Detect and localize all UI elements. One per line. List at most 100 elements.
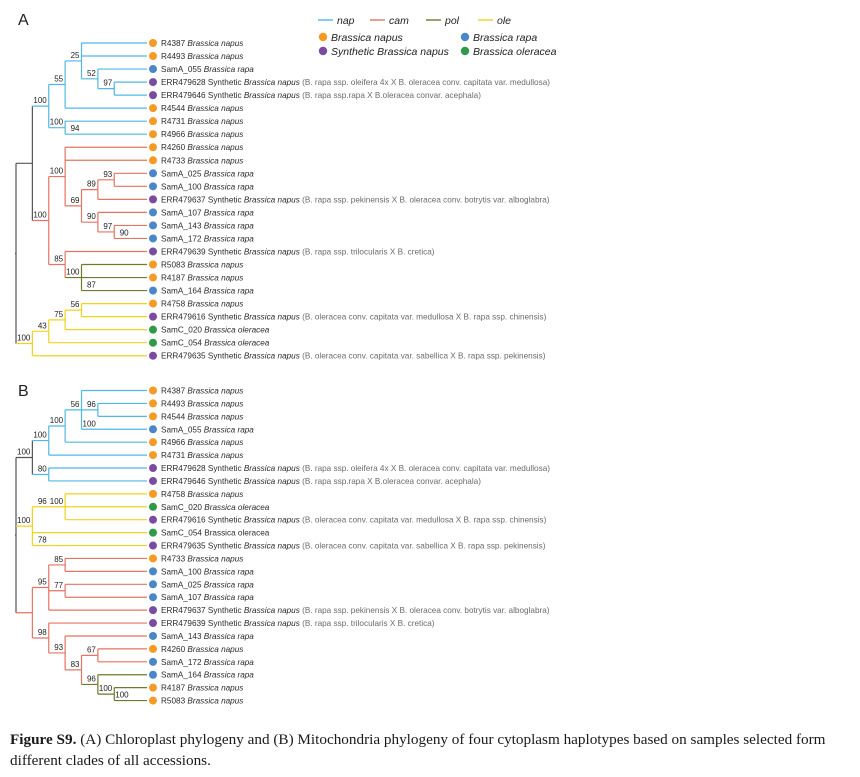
bootstrap-value: 100 bbox=[115, 691, 129, 700]
tree-leaf: SamA_164 Brassica rapa bbox=[149, 670, 254, 680]
leaf-species: Brassica rapa bbox=[204, 593, 255, 602]
leaf-cross-detail: (B. oleracea conv. capitata var. sabelli… bbox=[300, 352, 546, 361]
leaf-species: Brassica napus bbox=[244, 477, 300, 486]
leaf-species-dot bbox=[149, 386, 157, 395]
bootstrap-value: 90 bbox=[87, 212, 96, 221]
tree-leaf: ERR479639 Synthetic Brassica napus (B. r… bbox=[149, 247, 435, 256]
leaf-species-dot bbox=[149, 696, 157, 705]
leaf-id: ERR479635 Synthetic bbox=[161, 352, 244, 361]
leaf-label: ERR479637 Synthetic Brassica napus (B. r… bbox=[161, 606, 550, 615]
leaf-species: Brassica napus bbox=[187, 52, 243, 61]
bootstrap-value: 85 bbox=[54, 555, 63, 564]
leaf-species: Brassica rapa bbox=[204, 208, 255, 217]
tree-leaf: SamA_172 Brassica rapa bbox=[149, 657, 254, 667]
leaf-label: R4758 Brassica napus bbox=[161, 300, 243, 309]
leaf-id: R4493 bbox=[161, 399, 187, 408]
tree-leaf: ERR479637 Synthetic Brassica napus (B. r… bbox=[149, 606, 550, 615]
leaf-species-dot bbox=[149, 39, 157, 47]
tree-leaf: R4733 Brassica napus bbox=[149, 156, 243, 165]
tree-leaf: ERR479639 Synthetic Brassica napus (B. r… bbox=[149, 619, 435, 628]
leaf-label: ERR479635 Synthetic Brassica napus (B. o… bbox=[161, 352, 546, 361]
tree-leaf: R4260 Brassica napus bbox=[149, 644, 243, 654]
bootstrap-value: 80 bbox=[38, 464, 47, 473]
bootstrap-value: 96 bbox=[87, 674, 96, 683]
tree-leaf: ERR479635 Synthetic Brassica napus (B. o… bbox=[149, 541, 546, 551]
leaf-species: Brassica napus bbox=[244, 516, 300, 525]
leaf-id: SamC_020 bbox=[161, 503, 204, 512]
leaf-id: ERR479637 Synthetic bbox=[161, 195, 244, 204]
leaf-species: Brassica rapa bbox=[204, 65, 255, 74]
tree-leaf: SamC_054 Brassica oleracea bbox=[149, 528, 270, 538]
leaf-species: Brassica napus bbox=[244, 464, 300, 473]
bootstrap-value: 43 bbox=[38, 321, 47, 330]
leaf-species-dot bbox=[149, 65, 157, 74]
leaf-species: Brassica napus bbox=[187, 451, 243, 460]
bootstrap-value: 100 bbox=[50, 167, 64, 176]
legend-dot-brassica-rapa bbox=[460, 32, 470, 42]
leaf-species-dot bbox=[149, 78, 157, 87]
leaf-cross-detail: (B. oleracea conv. capitata var. sabelli… bbox=[300, 542, 546, 551]
bootstrap-value: 78 bbox=[38, 536, 47, 545]
leaf-cross-detail: (B. rapa ssp.rapa X B.oleracea convar. a… bbox=[300, 477, 481, 486]
leaf-id: R4493 bbox=[161, 52, 187, 61]
leaf-label: SamA_025 Brassica rapa bbox=[161, 169, 254, 178]
leaf-species: Brassica napus bbox=[244, 606, 300, 615]
leaf-id: ERR479639 Synthetic bbox=[161, 619, 244, 628]
leaf-label: ERR479637 Synthetic Brassica napus (B. r… bbox=[161, 195, 550, 204]
leaf-label: ERR479616 Synthetic Brassica napus (B. o… bbox=[161, 313, 547, 322]
leaf-species-dot bbox=[149, 260, 157, 269]
leaf-id: SamA_025 bbox=[161, 169, 204, 178]
leaf-species-dot bbox=[149, 169, 157, 178]
leaf-species: Brassica napus bbox=[187, 684, 243, 693]
leaf-label: R4260 Brassica napus bbox=[161, 645, 243, 654]
leaf-species: Brassica napus bbox=[187, 554, 243, 563]
leaf-species-dot bbox=[149, 104, 157, 113]
leaf-species-dot bbox=[149, 657, 157, 666]
tree-leaf: R4731 Brassica napus bbox=[149, 117, 243, 126]
leaf-id: SamA_107 bbox=[161, 593, 204, 602]
leaf-species: Brassica rapa bbox=[204, 567, 255, 576]
tree-leaf: ERR479646 Synthetic Brassica napus (B. r… bbox=[149, 476, 481, 486]
bootstrap-value: 56 bbox=[71, 300, 80, 309]
leaf-species: Brassica napus bbox=[187, 143, 243, 152]
leaf-species: Brassica rapa bbox=[204, 182, 255, 191]
tree-leaf: R4544 Brassica napus bbox=[149, 412, 243, 421]
leaf-species-dot bbox=[149, 644, 157, 653]
leaf-species: Brassica napus bbox=[187, 117, 243, 126]
leaf-id: R4187 bbox=[161, 274, 187, 283]
leaf-species: Brassica napus bbox=[187, 300, 243, 309]
leaf-species-dot bbox=[149, 273, 157, 282]
leaf-label: SamA_055 Brassica rapa bbox=[161, 65, 254, 74]
leaf-species-dot bbox=[149, 182, 157, 191]
leaf-species-dot bbox=[149, 425, 157, 434]
leaf-label: SamA_164 Brassica rapa bbox=[161, 287, 254, 296]
bootstrap-value: 100 bbox=[83, 419, 97, 428]
leaf-id: R4260 bbox=[161, 143, 187, 152]
leaf-label: ERR479628 Synthetic Brassica napus (B. r… bbox=[161, 78, 550, 87]
leaf-label: SamA_100 Brassica rapa bbox=[161, 182, 254, 191]
legend-label-brassica-rapa: Brassica rapa bbox=[473, 32, 537, 44]
leaf-species-dot bbox=[149, 195, 157, 204]
leaf-species-dot bbox=[149, 52, 157, 61]
leaf-species: Brassica napus bbox=[187, 645, 243, 654]
leaf-label: R4260 Brassica napus bbox=[161, 143, 243, 152]
bootstrap-value: 100 bbox=[17, 334, 31, 343]
bootstrap-value: 90 bbox=[120, 228, 129, 237]
leaf-label: SamC_020 Brassica oleracea bbox=[161, 326, 270, 335]
tree-leaf: R5083 Brassica napus bbox=[149, 260, 243, 270]
tree-leaf: R4260 Brassica napus bbox=[149, 143, 243, 152]
leaf-species-dot bbox=[149, 541, 157, 550]
leaf-label: R4187 Brassica napus bbox=[161, 274, 243, 283]
tree-leaf: R4187 Brassica napus bbox=[149, 273, 243, 283]
panel-label: A bbox=[18, 12, 29, 29]
leaf-label: R4387 Brassica napus bbox=[161, 387, 243, 396]
leaf-cross-detail: (B. rapa ssp. oleifera 4x X B. oleracea … bbox=[300, 78, 550, 87]
leaf-id: ERR479637 Synthetic bbox=[161, 606, 244, 615]
bootstrap-value: 89 bbox=[87, 180, 96, 189]
leaf-cross-detail: (B. rapa ssp. trilocularis X B. cretica) bbox=[300, 247, 435, 256]
leaf-species-dot bbox=[149, 567, 157, 576]
tree-leaf: R4733 Brassica napus bbox=[149, 554, 243, 563]
leaf-species-dot bbox=[149, 606, 157, 615]
bootstrap-value: 100 bbox=[17, 448, 31, 457]
leaf-species: Brassica napus bbox=[187, 399, 243, 408]
